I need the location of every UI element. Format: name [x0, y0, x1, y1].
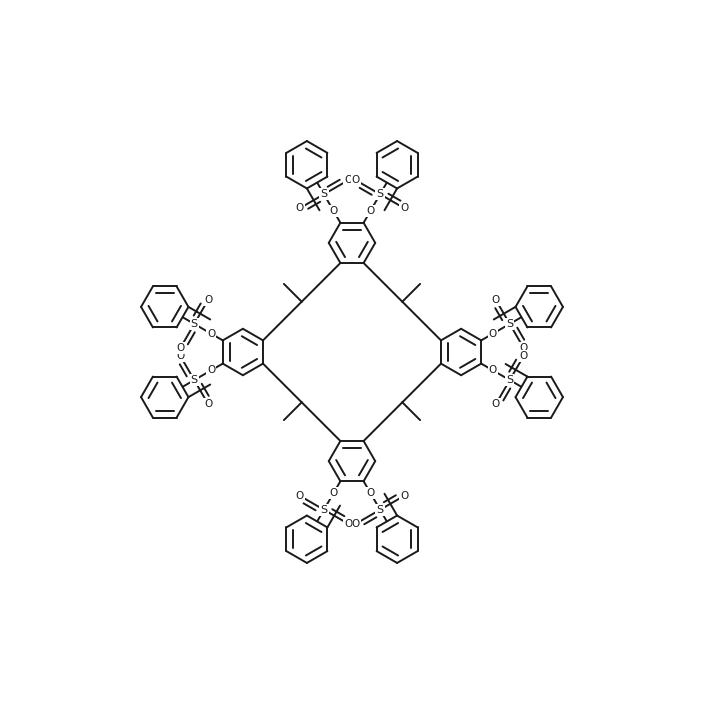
Text: O: O: [520, 351, 528, 361]
Text: O: O: [207, 365, 215, 375]
Text: O: O: [204, 295, 213, 305]
Text: O: O: [344, 175, 352, 185]
Text: O: O: [352, 519, 360, 529]
Text: O: O: [352, 175, 360, 185]
Text: O: O: [207, 329, 215, 339]
Text: S: S: [320, 505, 327, 515]
Text: S: S: [191, 375, 198, 385]
Text: S: S: [506, 319, 513, 329]
Text: O: O: [489, 329, 497, 339]
Text: O: O: [400, 491, 408, 501]
Text: S: S: [320, 189, 327, 199]
Text: S: S: [377, 505, 384, 515]
Text: O: O: [176, 351, 184, 361]
Text: O: O: [491, 295, 500, 305]
Text: S: S: [506, 375, 513, 385]
Text: O: O: [344, 519, 352, 529]
Text: O: O: [366, 488, 375, 498]
Text: S: S: [191, 319, 198, 329]
Text: O: O: [204, 399, 213, 409]
Text: O: O: [520, 343, 528, 353]
Text: O: O: [329, 206, 338, 216]
Text: O: O: [296, 203, 304, 213]
Text: O: O: [489, 365, 497, 375]
Text: O: O: [366, 206, 375, 216]
Text: S: S: [377, 189, 384, 199]
Text: O: O: [296, 491, 304, 501]
Text: O: O: [491, 399, 500, 409]
Text: O: O: [400, 203, 408, 213]
Text: O: O: [329, 488, 338, 498]
Text: O: O: [176, 343, 184, 353]
